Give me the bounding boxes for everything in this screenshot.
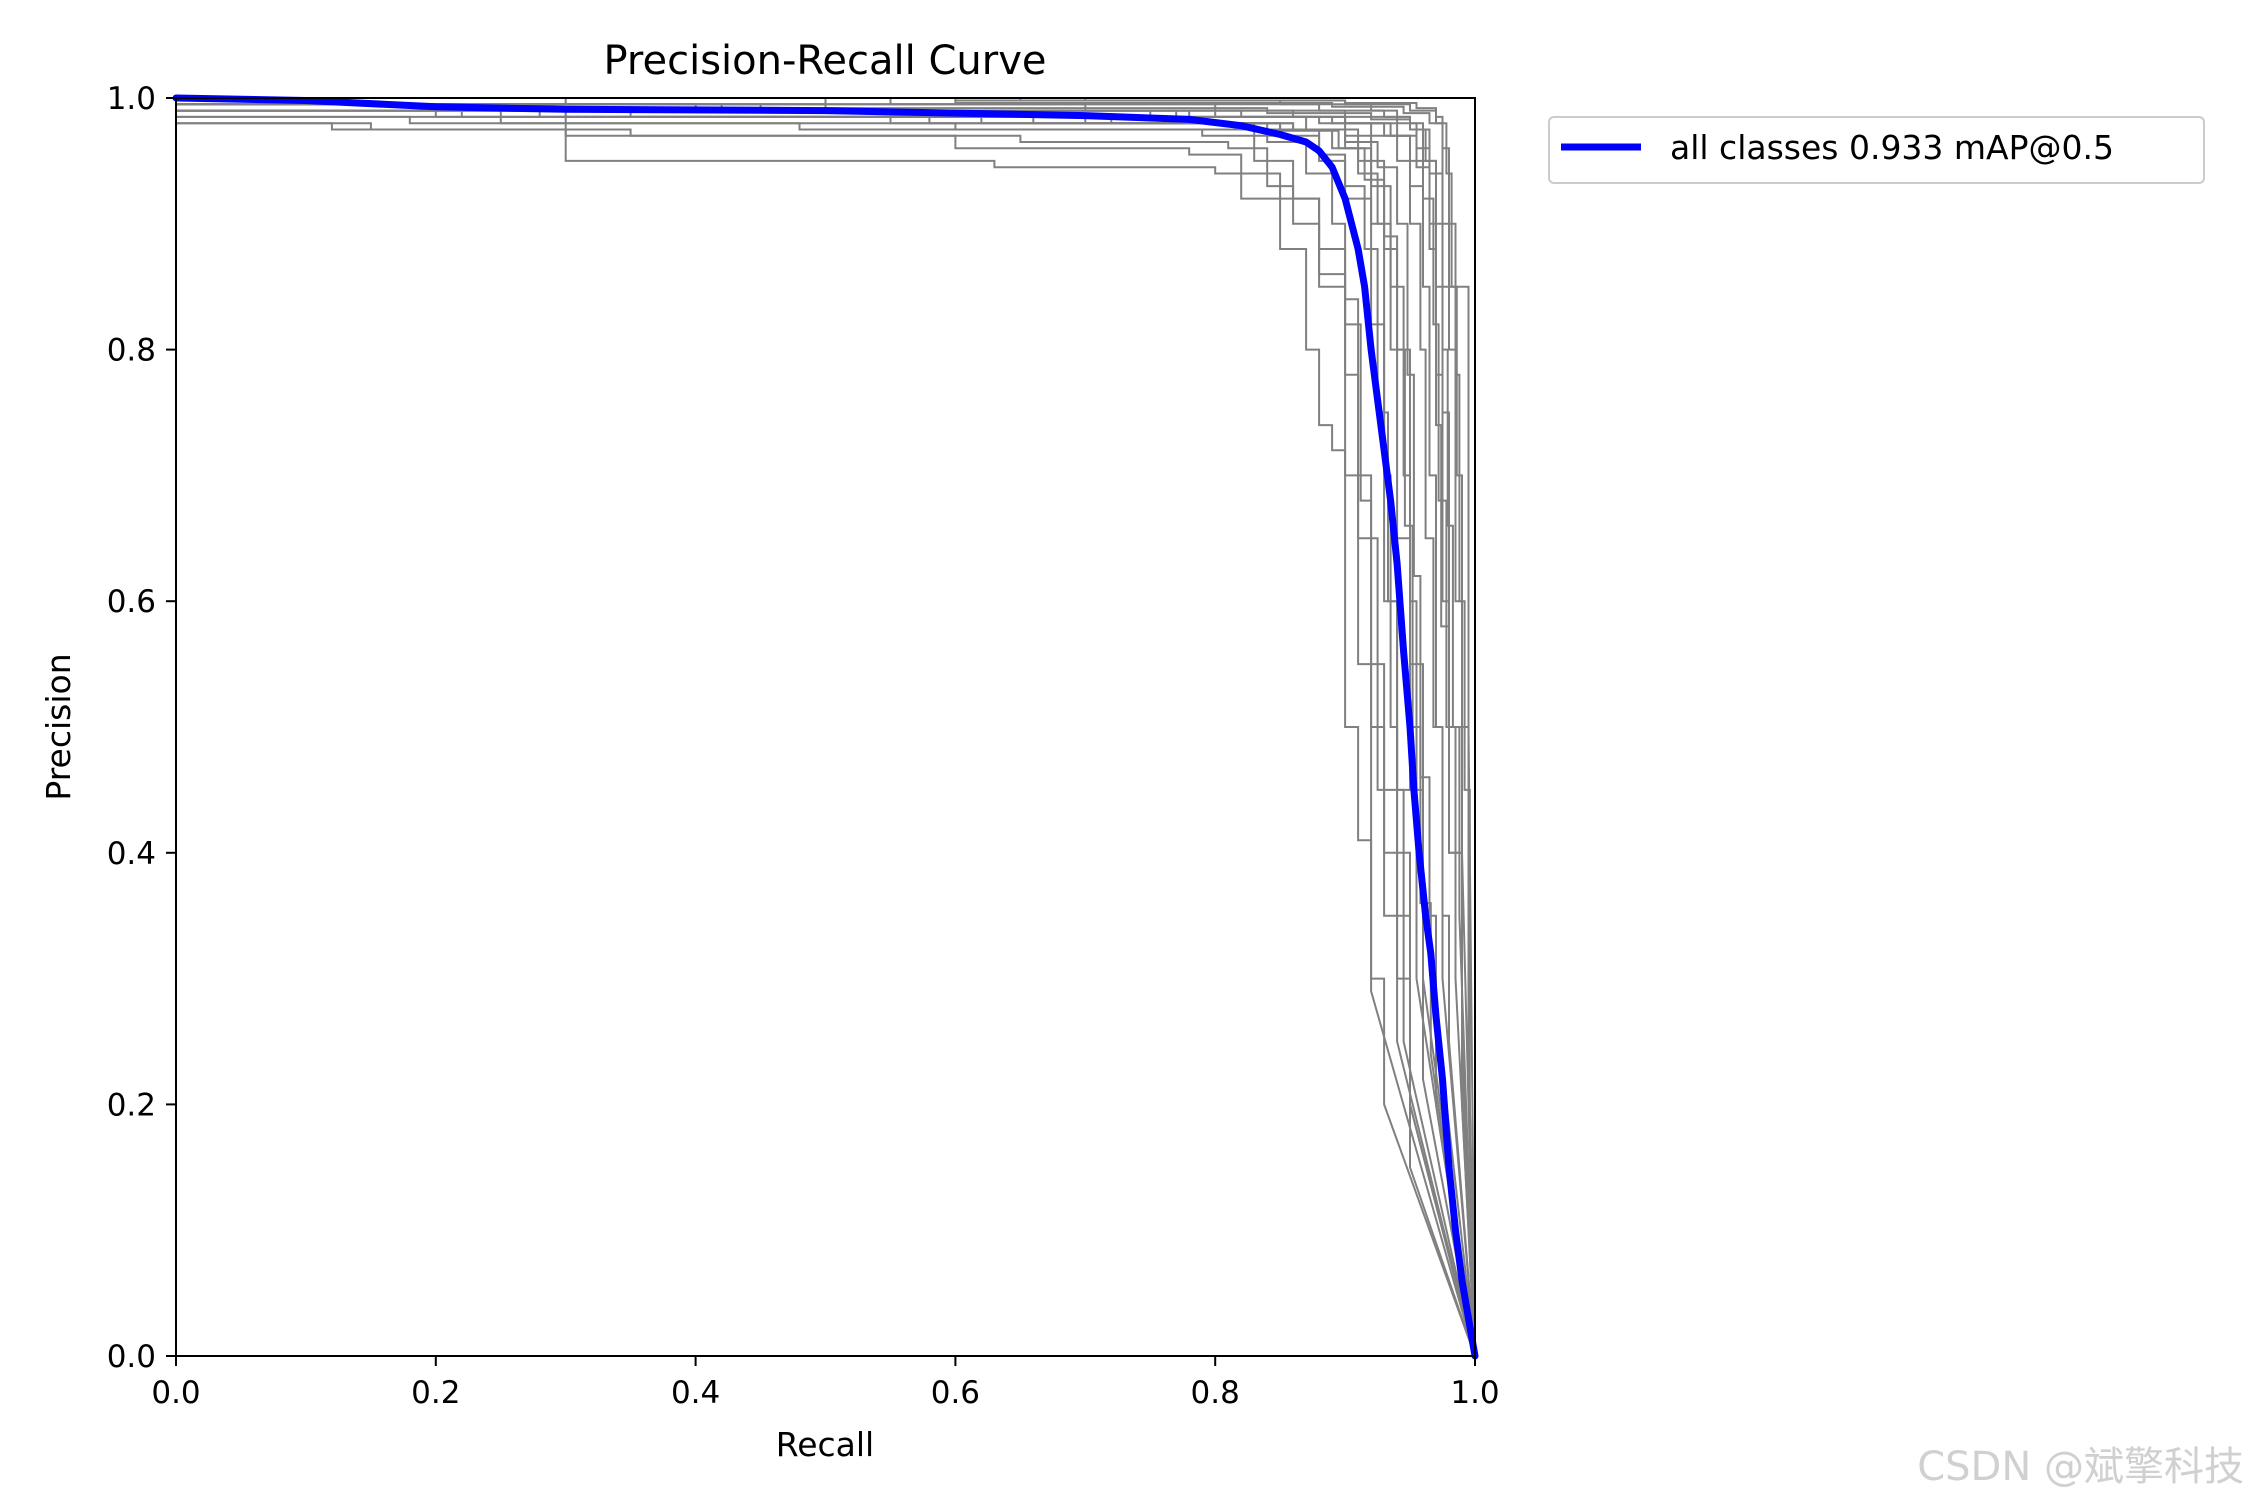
all-classes-curve <box>172 94 1479 1360</box>
y-tick-label: 0.0 <box>107 1339 156 1375</box>
class-curve-19 <box>176 97 1476 1357</box>
all-classes-curve-group <box>172 94 1479 1360</box>
x-tick-label: 1.0 <box>1450 1375 1499 1411</box>
class-curve-23 <box>176 109 1476 1357</box>
watermark-text: CSDN @斌擎科技 <box>1917 1444 2244 1490</box>
legend-box <box>1548 116 2205 184</box>
class-curve-16 <box>176 109 1476 1357</box>
x-tick-label: 0.0 <box>151 1375 200 1411</box>
x-tick-label: 0.4 <box>671 1375 720 1411</box>
class-curve-21 <box>176 103 1476 1357</box>
y-tick-label: 1.0 <box>107 81 156 117</box>
y-tick-label: 0.6 <box>107 584 156 620</box>
class-curve-18 <box>176 115 1476 1357</box>
x-tick-label: 0.8 <box>1191 1375 1240 1411</box>
x-tick-label: 0.6 <box>931 1375 980 1411</box>
y-axis-title: Precision <box>39 653 78 800</box>
x-axis-ticks: 0.0 0.2 0.4 0.6 0.8 1.0 <box>151 1356 1500 1411</box>
plot-frame <box>175 97 1476 1357</box>
y-tick-label: 0.8 <box>107 333 156 369</box>
class-curve-20 <box>176 109 1476 1357</box>
class-curve-24 <box>176 103 1476 1357</box>
per-class-curves <box>176 97 1476 1357</box>
x-tick-label: 0.2 <box>411 1375 460 1411</box>
legend-label-all-classes: all classes 0.933 mAP@0.5 <box>1670 128 2114 167</box>
legend: all classes 0.933 mAP@0.5 <box>1548 116 2205 184</box>
class-curve-12 <box>176 97 1476 1357</box>
class-curve-22 <box>176 97 1476 1357</box>
y-tick-label: 0.4 <box>107 836 156 872</box>
x-axis-title: Recall <box>776 1425 874 1464</box>
class-curve-14 <box>176 103 1476 1357</box>
class-curve-13 <box>176 109 1476 1357</box>
plot-area <box>176 98 1475 1356</box>
y-axis-ticks: 0.0 0.2 0.4 0.6 0.8 1.0 <box>107 81 176 1375</box>
chart-title: Precision-Recall Curve <box>604 38 1047 84</box>
class-curve-11 <box>176 122 1476 1357</box>
y-tick-label: 0.2 <box>107 1087 156 1123</box>
